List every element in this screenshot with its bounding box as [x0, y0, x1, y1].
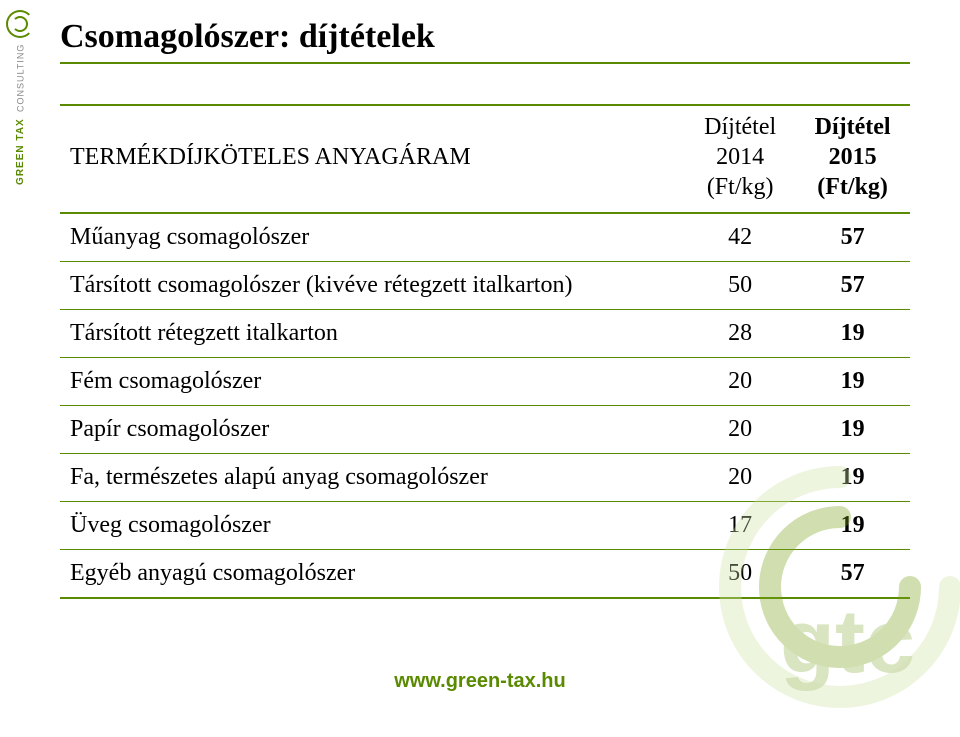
cell-2014: 28 — [685, 310, 795, 358]
cell-material: Társított csomagolószer (kivéve rétegzet… — [60, 262, 685, 310]
table-body: Műanyag csomagolószer 42 57 Társított cs… — [60, 213, 910, 598]
cell-2014: 20 — [685, 406, 795, 454]
cell-2015: 57 — [795, 550, 910, 599]
cell-material: Egyéb anyagú csomagolószer — [60, 550, 685, 599]
cell-2015: 57 — [795, 213, 910, 262]
table-row: Műanyag csomagolószer 42 57 — [60, 213, 910, 262]
cell-2015: 19 — [795, 310, 910, 358]
cell-2015: 57 — [795, 262, 910, 310]
table-row: Egyéb anyagú csomagolószer 50 57 — [60, 550, 910, 599]
brand-word-consulting: CONSULTING — [15, 44, 25, 112]
col-header-material: TERMÉKDÍJKÖTELES ANYAGÁRAM — [60, 105, 685, 213]
sidebar-brand: GREEN TAX CONSULTING — [15, 44, 26, 185]
col-header-2015: Díjtétel2015(Ft/kg) — [795, 105, 910, 213]
table-row: Fém csomagolószer 20 19 — [60, 358, 910, 406]
cell-material: Műanyag csomagolószer — [60, 213, 685, 262]
cell-2015: 19 — [795, 358, 910, 406]
table-header-row: TERMÉKDÍJKÖTELES ANYAGÁRAM Díjtétel2014(… — [60, 105, 910, 213]
table-row: Papír csomagolószer 20 19 — [60, 406, 910, 454]
cell-2014: 42 — [685, 213, 795, 262]
cell-2014: 17 — [685, 502, 795, 550]
title-underline — [60, 62, 910, 64]
table-row: Társított rétegzett italkarton 28 19 — [60, 310, 910, 358]
cell-2014: 50 — [685, 262, 795, 310]
table-row: Társított csomagolószer (kivéve rétegzet… — [60, 262, 910, 310]
cell-2014: 20 — [685, 358, 795, 406]
cell-2015: 19 — [795, 406, 910, 454]
cell-2015: 19 — [795, 502, 910, 550]
brand-word-green: GREEN TAX — [15, 118, 26, 185]
fee-table: TERMÉKDÍJKÖTELES ANYAGÁRAM Díjtétel2014(… — [60, 104, 910, 599]
table-row: Üveg csomagolószer 17 19 — [60, 502, 910, 550]
cell-2014: 50 — [685, 550, 795, 599]
col-header-2014: Díjtétel2014(Ft/kg) — [685, 105, 795, 213]
cell-material: Fa, természetes alapú anyag csomagolósze… — [60, 454, 685, 502]
gtc-logo-icon — [6, 10, 34, 38]
sidebar: GREEN TAX CONSULTING — [0, 0, 40, 707]
cell-2014: 20 — [685, 454, 795, 502]
cell-material: Papír csomagolószer — [60, 406, 685, 454]
slide-body: Csomagolószer: díjtételek TERMÉKDÍJKÖTEL… — [40, 0, 960, 707]
table-row: Fa, természetes alapú anyag csomagolósze… — [60, 454, 910, 502]
cell-material: Társított rétegzett italkarton — [60, 310, 685, 358]
footer-url: www.green-tax.hu — [0, 670, 960, 693]
page-title: Csomagolószer: díjtételek — [60, 18, 910, 56]
cell-material: Fém csomagolószer — [60, 358, 685, 406]
cell-material: Üveg csomagolószer — [60, 502, 685, 550]
cell-2015: 19 — [795, 454, 910, 502]
